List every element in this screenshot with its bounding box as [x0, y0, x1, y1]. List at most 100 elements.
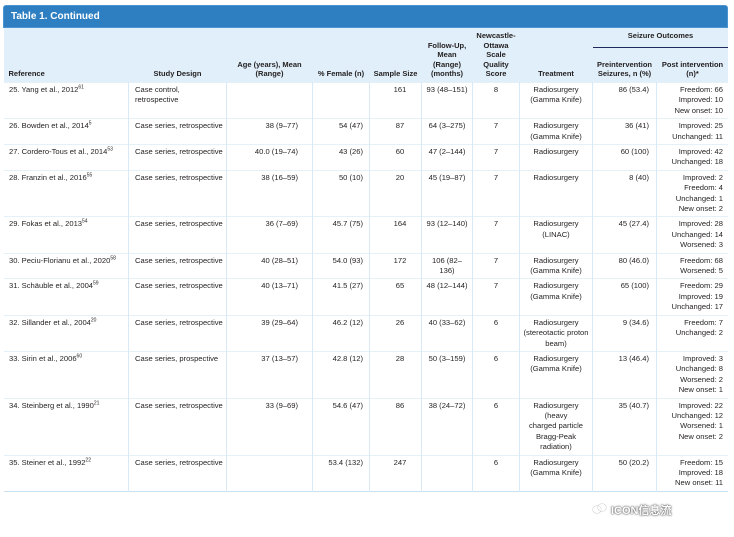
citation-number: 20: [90, 317, 97, 324]
cell-reference: 26. Bowden et al., 20145: [3, 118, 129, 145]
outcome-line: Unchanged: 14: [671, 229, 724, 239]
cell-age: 36 (7–69): [226, 216, 313, 254]
cell-post-intervention: Freedom: 68 Worsened: 5: [655, 252, 728, 279]
cell-preintervention: 8 (40): [592, 169, 657, 217]
cell-reference: 28. Franzin et al., 201655: [3, 169, 129, 217]
table-row: 27. Cordero-Tous et al., 201453 Case seri…: [3, 144, 728, 171]
cell-reference: 25. Yang et al., 201261: [3, 81, 129, 119]
cell-post-intervention: Improved: 28 Unchanged: 14 Worsened: 3: [655, 216, 728, 254]
header-nos-score: Newcastle-Ottawa Scale Quality Score: [472, 28, 520, 83]
table-row: 33. Sirin et al., 200660 Case series, pro…: [3, 350, 728, 399]
cell-sample-size: 86: [369, 397, 422, 456]
header-follow-up: Follow-Up, Mean (Range) (months): [421, 28, 473, 83]
cell-study-design: Case series, retrospective: [128, 314, 227, 352]
reference-text: 28. Franzin et al., 2016: [9, 172, 87, 182]
treatment-line: Radiosurgery: [533, 281, 579, 291]
table-row: 34. Steinberg et al., 199021 Case series,…: [3, 397, 728, 456]
cell-age: 39 (29–64): [226, 314, 313, 352]
cell-female: 45.7 (75): [312, 216, 370, 254]
reference-text: 31. Schäuble et al., 2004: [9, 281, 94, 291]
watermark-text: ICON信息流: [611, 505, 672, 517]
header-sample-size: Sample Size: [369, 28, 422, 83]
treatment-line: Radiosurgery (heavy: [533, 400, 579, 420]
treatment-line: Radiosurgery: [533, 84, 579, 94]
cell-study-design: Case series, prospective: [128, 350, 227, 399]
cell-preintervention: 45 (27.4): [592, 216, 657, 254]
cell-follow-up: 48 (12–144): [421, 278, 473, 316]
cell-nos-score: 7: [472, 169, 520, 217]
cell-treatment: Radiosurgery (LINAC): [519, 216, 593, 254]
outcome-line: Improved: 22: [678, 400, 724, 410]
treatment-line: (Gamma Knife): [530, 364, 582, 374]
reference-text: 35. Steiner et al., 1992: [9, 457, 86, 467]
cell-sample-size: 65: [369, 278, 422, 316]
cell-nos-score: 7: [472, 144, 520, 171]
treatment-line: (Gamma Knife): [530, 291, 582, 301]
header-preintervention: Preintervention Seizures, n (%): [592, 47, 657, 83]
table-row: 30. Peciu-Florianu et al., 202058 Case se…: [3, 252, 728, 279]
cell-sample-size: 247: [369, 454, 422, 492]
cell-female: 46.2 (12): [312, 314, 370, 352]
cell-nos-score: 7: [472, 118, 520, 145]
cell-follow-up: 93 (12–140): [421, 216, 473, 254]
treatment-line: beam): [545, 338, 567, 348]
table-row: 35. Steiner et al., 199222 Case series, r…: [3, 454, 728, 492]
cell-treatment: Radiosurgery (Gamma Knife): [519, 252, 593, 279]
cell-sample-size: 26: [369, 314, 422, 352]
cell-preintervention: 9 (34.6): [592, 314, 657, 352]
cell-study-design: Case series, retrospective: [128, 118, 227, 145]
cell-reference: 27. Cordero-Tous et al., 201453: [3, 144, 129, 171]
cell-post-intervention: Freedom: 66 Improved: 10 New onset: 10: [655, 81, 728, 119]
cell-follow-up: [421, 454, 473, 492]
cell-preintervention: 36 (41): [592, 118, 657, 145]
wechat-icon: [593, 504, 607, 516]
outcome-line: Unchanged: 2: [675, 328, 724, 338]
cell-post-intervention: Improved: 22 Unchanged: 12 Worsened: 1 New …: [655, 397, 728, 456]
cell-nos-score: 6: [472, 454, 520, 492]
outcome-line: Freedom: 68: [679, 255, 724, 265]
table-row: 25. Yang et al., 201261 Case control, ret…: [3, 81, 728, 119]
outcome-line: Freedom: 66: [679, 84, 724, 94]
cell-follow-up: 38 (24–72): [421, 397, 473, 456]
cell-nos-score: 6: [472, 350, 520, 399]
cell-nos-score: 8: [472, 81, 520, 119]
treatment-line: (Gamma Knife): [530, 467, 582, 477]
treatment-line: Radiosurgery: [533, 255, 579, 265]
outcome-line: Worsened: 5: [680, 266, 724, 276]
outcome-line: Improved: 19: [678, 291, 724, 301]
cell-follow-up: 47 (2–144): [421, 144, 473, 171]
outcome-line: Unchanged: 18: [671, 157, 724, 167]
treatment-line: Radiosurgery: [533, 457, 579, 467]
cell-study-design: Case series, retrospective: [128, 252, 227, 279]
cell-follow-up: 93 (48–151): [421, 81, 473, 119]
cell-preintervention: 65 (100): [592, 278, 657, 316]
cell-age: [226, 454, 313, 492]
treatment-line: (LINAC): [542, 229, 570, 239]
header-age: Age (years), Mean (Range): [226, 28, 313, 83]
cell-age: 37 (13–57): [226, 350, 313, 399]
citation-number: 54: [82, 218, 88, 225]
outcome-line: Worsened: 1: [680, 421, 724, 431]
header-treatment: Treatment: [519, 28, 593, 83]
reference-text: 27. Cordero-Tous et al., 2014: [9, 147, 108, 156]
header-female: % Female (n): [312, 28, 370, 83]
citation-number: 59: [93, 280, 99, 287]
cell-nos-score: 7: [472, 216, 520, 254]
outcome-line: Improved: 25: [678, 121, 724, 131]
cell-female: [312, 81, 370, 119]
cell-treatment: Radiosurgery: [519, 169, 593, 217]
cell-follow-up: 45 (19–87): [421, 169, 473, 217]
treatment-line: (Gamma Knife): [530, 266, 582, 276]
outcome-line: Improved: 2: [682, 172, 724, 182]
cell-preintervention: 60 (100): [592, 144, 657, 171]
cell-follow-up: 106 (82–136): [421, 252, 473, 279]
cell-post-intervention: Improved: 25 Unchanged: 11: [655, 118, 728, 145]
cell-reference: 29. Fokas et al., 201354: [3, 216, 129, 254]
outcome-line: Improved: 42: [678, 147, 724, 156]
table-row: 28. Franzin et al., 201655 Case series, r…: [3, 169, 728, 217]
outcome-line: Freedom: 15: [679, 457, 724, 467]
cell-follow-up: 64 (3–275): [421, 118, 473, 145]
cell-study-design: Case control, retrospective: [128, 81, 227, 119]
cell-post-intervention: Improved: 3 Unchanged: 8 Worsened: 2 New on…: [655, 350, 728, 399]
outcome-line: Worsened: 3: [680, 240, 724, 250]
